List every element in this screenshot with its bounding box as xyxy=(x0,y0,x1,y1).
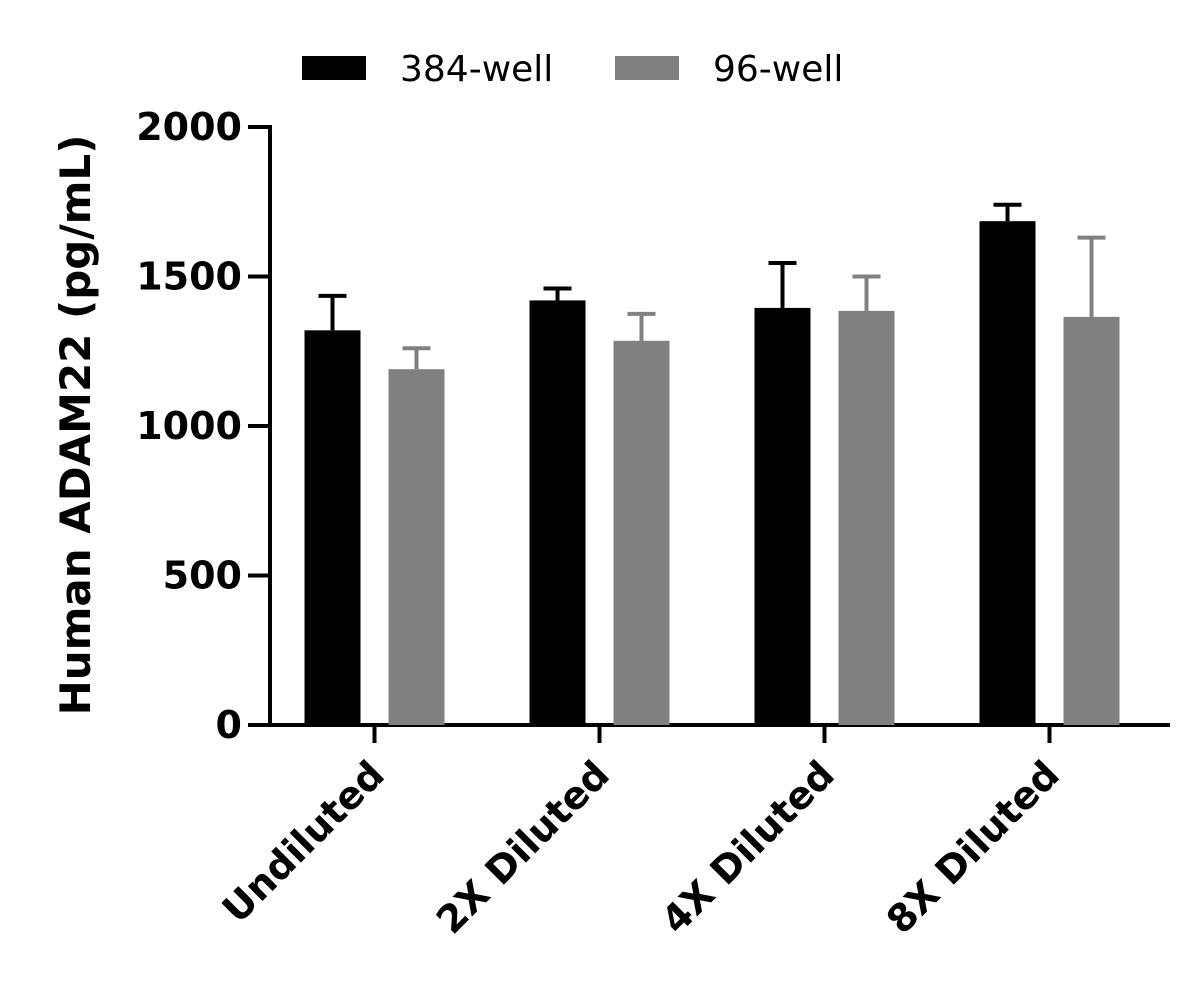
y-tick-label-0: 0 xyxy=(216,703,242,747)
bar-1-2 xyxy=(838,310,895,725)
x-tick-label-0: Undiluted xyxy=(214,752,393,931)
legend-label-1: 96-well xyxy=(713,49,843,90)
y-axis: 0 500 1000 1500 2000 xyxy=(136,105,272,747)
y-tick-label-1500: 1500 xyxy=(136,255,242,299)
x-tick-label-1: 2X Diluted xyxy=(428,752,618,942)
legend-swatch-0 xyxy=(302,56,366,80)
y-tick-label-2000: 2000 xyxy=(136,105,242,149)
bar-1-3 xyxy=(1063,316,1120,725)
legend-label-0: 384-well xyxy=(400,49,553,90)
error-bars-group xyxy=(318,202,1106,370)
legend: 384-well 96-well xyxy=(302,49,843,90)
y-tick-label-1000: 1000 xyxy=(136,404,242,448)
bar-1-1 xyxy=(613,340,670,725)
x-tick-label-3: 8X Diluted xyxy=(878,752,1068,942)
bar-0-0 xyxy=(304,330,361,725)
bar-0-2 xyxy=(754,307,811,725)
bars-group xyxy=(304,221,1120,725)
x-axis: Undiluted 2X Diluted 4X Diluted 8X Diluted xyxy=(214,723,1170,942)
x-tick-label-2: 4X Diluted xyxy=(653,752,843,942)
bar-0-3 xyxy=(979,221,1036,725)
legend-swatch-1 xyxy=(615,56,679,80)
bar-0-1 xyxy=(529,300,586,725)
y-tick-label-500: 500 xyxy=(163,554,242,598)
y-axis-title: Human ADAM22 (pg/mL) xyxy=(51,135,100,716)
bar-1-0 xyxy=(388,369,445,725)
